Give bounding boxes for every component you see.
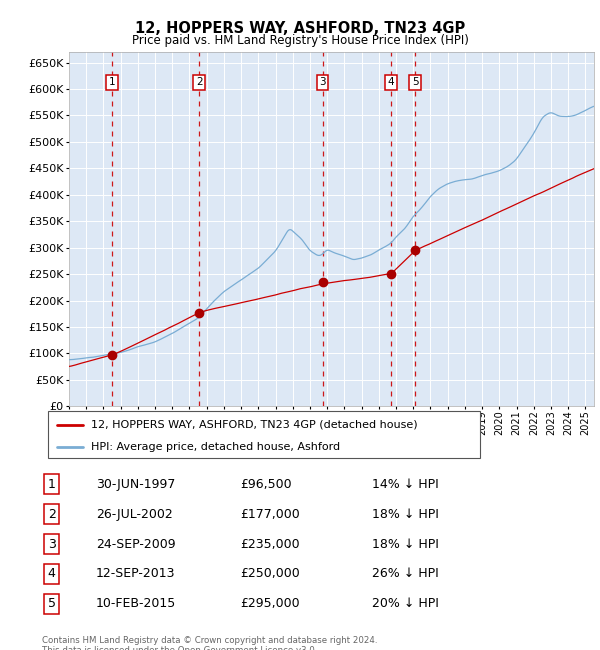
Text: 1: 1	[109, 77, 115, 87]
Text: 3: 3	[319, 77, 326, 87]
Text: Contains HM Land Registry data © Crown copyright and database right 2024.
This d: Contains HM Land Registry data © Crown c…	[42, 636, 377, 650]
Text: 5: 5	[47, 597, 56, 610]
Text: HPI: Average price, detached house, Ashford: HPI: Average price, detached house, Ashf…	[91, 441, 340, 452]
Text: 26% ↓ HPI: 26% ↓ HPI	[372, 567, 439, 580]
Text: £177,000: £177,000	[240, 508, 300, 521]
Text: £295,000: £295,000	[240, 597, 299, 610]
Text: 1: 1	[47, 478, 56, 491]
Text: 14% ↓ HPI: 14% ↓ HPI	[372, 478, 439, 491]
Text: 12, HOPPERS WAY, ASHFORD, TN23 4GP: 12, HOPPERS WAY, ASHFORD, TN23 4GP	[135, 21, 465, 36]
Text: 2: 2	[47, 508, 56, 521]
Text: 3: 3	[47, 538, 56, 551]
Text: 2: 2	[196, 77, 203, 87]
Text: Price paid vs. HM Land Registry's House Price Index (HPI): Price paid vs. HM Land Registry's House …	[131, 34, 469, 47]
Text: £96,500: £96,500	[240, 478, 292, 491]
Text: 18% ↓ HPI: 18% ↓ HPI	[372, 508, 439, 521]
Text: £235,000: £235,000	[240, 538, 299, 551]
Text: 24-SEP-2009: 24-SEP-2009	[96, 538, 176, 551]
Text: 20% ↓ HPI: 20% ↓ HPI	[372, 597, 439, 610]
Text: £250,000: £250,000	[240, 567, 300, 580]
FancyBboxPatch shape	[48, 411, 480, 458]
Text: 10-FEB-2015: 10-FEB-2015	[96, 597, 176, 610]
Text: 26-JUL-2002: 26-JUL-2002	[96, 508, 173, 521]
Text: 12-SEP-2013: 12-SEP-2013	[96, 567, 176, 580]
Text: 12, HOPPERS WAY, ASHFORD, TN23 4GP (detached house): 12, HOPPERS WAY, ASHFORD, TN23 4GP (deta…	[91, 419, 418, 430]
Text: 18% ↓ HPI: 18% ↓ HPI	[372, 538, 439, 551]
Text: 4: 4	[388, 77, 394, 87]
Text: 30-JUN-1997: 30-JUN-1997	[96, 478, 175, 491]
Text: 5: 5	[412, 77, 419, 87]
Text: 4: 4	[47, 567, 56, 580]
